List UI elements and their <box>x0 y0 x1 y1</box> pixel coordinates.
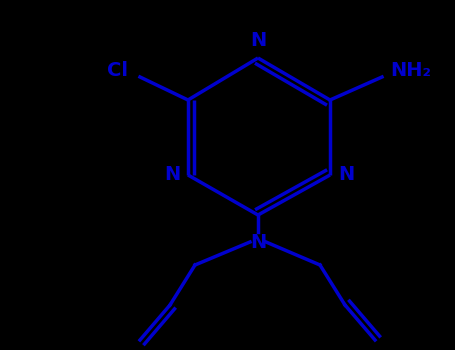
Text: N: N <box>250 31 266 50</box>
Text: N: N <box>164 166 180 184</box>
Text: N: N <box>250 232 266 252</box>
Text: N: N <box>338 166 354 184</box>
Text: NH₂: NH₂ <box>390 61 431 79</box>
Text: Cl: Cl <box>107 61 128 79</box>
